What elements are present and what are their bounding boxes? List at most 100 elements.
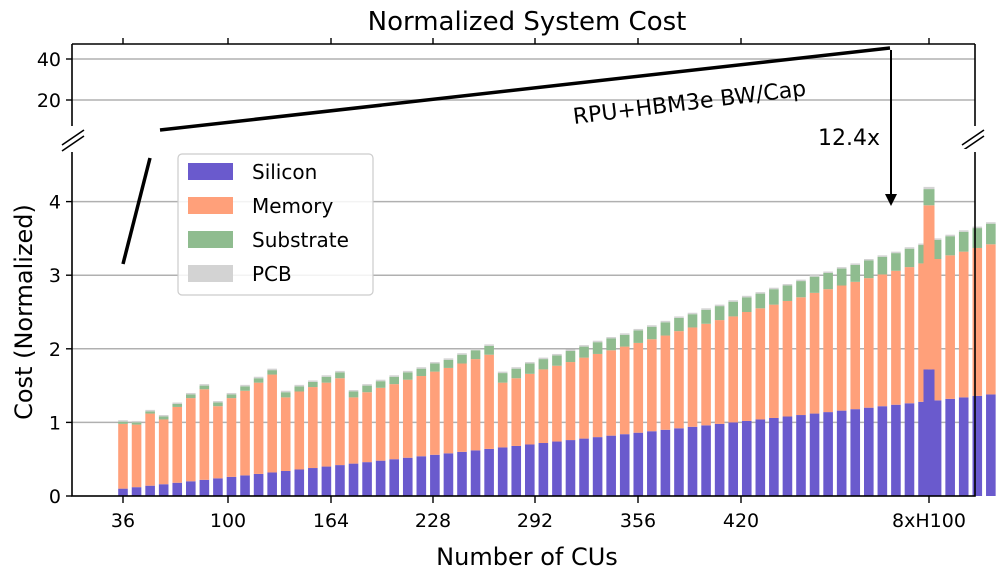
bar-pcb — [525, 362, 535, 364]
bar-substrate — [402, 372, 413, 380]
bar-substrate — [280, 392, 291, 398]
bar-substrate — [308, 381, 318, 388]
bar-pcb — [972, 226, 983, 229]
bar-silicon — [674, 428, 684, 496]
legend-swatch-substrate — [188, 231, 233, 248]
bar-pcb — [864, 259, 874, 261]
bar-pcb — [891, 251, 901, 254]
bar-substrate — [565, 351, 576, 363]
bar-memory — [674, 331, 684, 429]
bar-pcb — [484, 344, 494, 346]
bar-silicon — [430, 454, 440, 496]
x-axis-label: Number of CUs — [436, 543, 618, 571]
bar-silicon — [186, 481, 196, 496]
bar-pcb — [199, 384, 210, 386]
bar-silicon — [362, 462, 372, 496]
bar-substrate — [470, 350, 481, 360]
bar-substrate — [809, 276, 820, 293]
bar-pcb — [511, 367, 522, 369]
bar-pcb — [389, 375, 399, 377]
bar-silicon — [592, 437, 603, 496]
bar-silicon — [484, 448, 494, 496]
bar-memory — [579, 357, 589, 439]
bar-silicon — [525, 444, 535, 496]
x-tick-label: 292 — [517, 510, 553, 532]
bar-silicon — [606, 435, 616, 496]
bar-substrate — [362, 385, 372, 393]
bar-pcb — [782, 284, 793, 286]
bar-substrate — [931, 239, 942, 260]
bar-substrate — [674, 317, 684, 332]
bar-silicon — [958, 397, 969, 496]
bar-substrate — [348, 391, 359, 398]
bar-silicon — [267, 472, 277, 496]
bar-memory — [253, 382, 264, 474]
bar-silicon — [416, 456, 427, 496]
bar-silicon — [348, 463, 359, 496]
bar-silicon — [213, 478, 223, 496]
bar-pcb — [375, 379, 386, 382]
bar-memory — [118, 423, 128, 489]
bar-silicon — [823, 412, 833, 496]
axis-break-marks — [61, 129, 985, 152]
bar-substrate — [416, 368, 427, 377]
y-tick-label: 1 — [49, 412, 61, 434]
bar-substrate — [796, 281, 806, 298]
bar-pcb — [755, 292, 766, 294]
bar-memory — [945, 255, 955, 399]
bar-memory — [606, 350, 616, 436]
bar-silicon — [796, 415, 806, 496]
bar-pcb — [619, 333, 630, 335]
bar-silicon — [891, 404, 901, 496]
bar-substrate — [443, 359, 454, 368]
bar-substrate — [823, 272, 833, 290]
legend-items: Silicon Memory Substrate PCB — [188, 160, 349, 286]
bar-memory — [158, 419, 169, 485]
lower-x-ticks: 36 100 164 228 292 356 420 8xH100 — [111, 496, 966, 532]
bar-pcb — [647, 325, 657, 327]
bar-memory — [755, 308, 766, 420]
bar-silicon — [118, 488, 128, 496]
bar-memory — [280, 397, 291, 471]
upper-y-tick-label: 40 — [37, 49, 61, 71]
bar-silicon — [172, 482, 183, 496]
break-mark-right-top — [961, 129, 985, 146]
legend-label-pcb: PCB — [252, 262, 292, 286]
bar-memory — [484, 354, 494, 449]
bar-pcb — [674, 316, 684, 318]
ratio-label: 12.4x — [818, 126, 880, 151]
bar-substrate — [877, 256, 888, 275]
bar-silicon — [579, 438, 589, 496]
bar-substrate — [186, 394, 196, 399]
bar-substrate — [172, 404, 183, 407]
bar-pcb — [430, 362, 440, 364]
bar-silicon — [755, 419, 766, 496]
bar-memory — [321, 382, 332, 467]
bar-substrate — [213, 402, 223, 407]
bar-substrate — [145, 411, 155, 414]
bar-substrate — [647, 326, 657, 340]
bar-pcb — [158, 415, 169, 417]
bar-memory — [714, 320, 725, 424]
bar-pcb — [986, 222, 996, 224]
bar-substrate — [619, 334, 630, 347]
bar-memory — [470, 359, 481, 451]
bar-memory — [592, 353, 603, 438]
bar-memory — [186, 398, 196, 482]
bar-substrate — [741, 297, 752, 312]
bar-pcb — [904, 247, 915, 249]
bar-pcb — [918, 243, 928, 246]
bar-substrate — [728, 301, 738, 317]
bar-memory — [728, 316, 738, 423]
bar-memory — [335, 378, 345, 466]
bar-memory — [796, 297, 806, 416]
break-mark-left-top — [61, 129, 85, 146]
bar-pcb — [335, 370, 345, 373]
bar-substrate — [579, 346, 589, 358]
bar-memory — [823, 289, 833, 413]
bar-pcb — [809, 275, 820, 277]
bar-substrate — [484, 345, 494, 355]
bar-substrate — [538, 359, 549, 370]
